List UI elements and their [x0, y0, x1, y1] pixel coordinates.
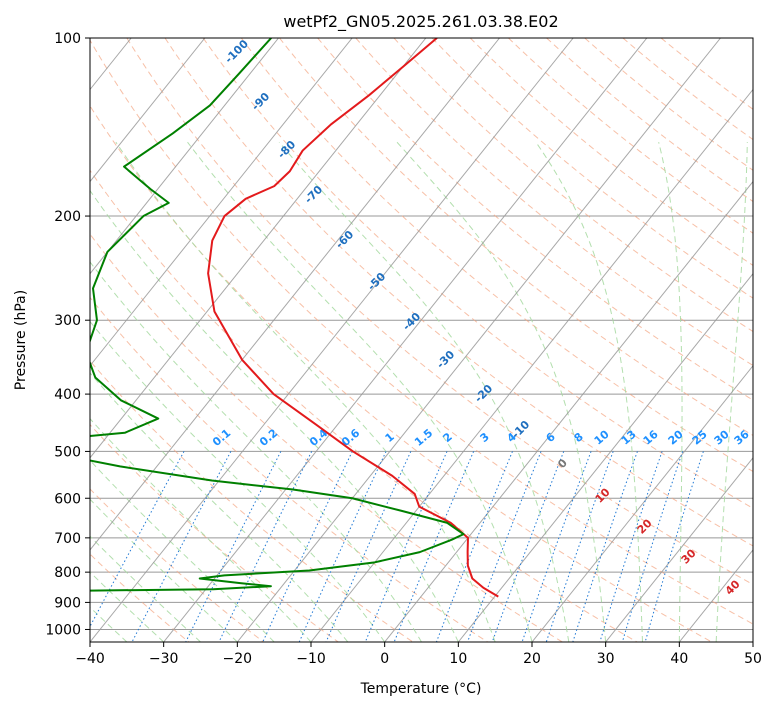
dry-adiabat-line — [90, 105, 713, 642]
y-tick-label: 600 — [54, 491, 81, 507]
y-tick-label: 500 — [54, 444, 81, 460]
mixing-ratio-line — [364, 451, 448, 642]
isotherm-line — [236, 38, 721, 642]
x-tick-label: 20 — [523, 651, 541, 667]
moist-adiabat-line — [90, 372, 349, 642]
dry-adiabat-line — [469, 38, 753, 266]
y-tick-label: 300 — [54, 313, 81, 329]
x-tick-label: 0 — [380, 651, 389, 667]
y-tick-label: 1000 — [45, 622, 81, 638]
mixing-ratio-line — [466, 451, 542, 642]
dry-adiabat-line — [126, 38, 753, 586]
moist-adiabat-line — [535, 141, 643, 642]
moist-adiabat-line — [715, 142, 748, 642]
dry-adiabat-line — [90, 488, 265, 642]
moist-adiabat-line — [90, 417, 312, 642]
x-tick-label: 30 — [597, 651, 615, 667]
moist-adiabat-line — [278, 141, 570, 642]
mixing-ratio-line — [521, 451, 592, 642]
moist-adiabat-line — [90, 571, 165, 642]
isotherm-line — [90, 38, 353, 367]
mixing-ratio-line — [325, 451, 412, 642]
background-lines — [90, 38, 753, 642]
dewpoint-profile-line — [90, 38, 465, 592]
y-tick-label: 900 — [54, 595, 81, 611]
dry-adiabat-line — [90, 233, 564, 642]
isotherm-line — [163, 38, 648, 642]
moist-adiabat-line — [396, 141, 607, 642]
plot-frame — [89, 37, 754, 643]
sounding-series — [90, 38, 499, 598]
dry-adiabat-line — [90, 169, 639, 642]
x-tick-label: 50 — [744, 651, 762, 667]
dry-adiabat-line — [202, 38, 753, 509]
mixing-ratio-line — [262, 451, 353, 642]
moist-adiabat-line — [90, 535, 201, 642]
y-axis-title: Pressure (hPa) — [13, 290, 29, 390]
y-tick-label: 100 — [54, 31, 81, 47]
x-axis-title: Temperature (°C) — [360, 681, 482, 697]
moist-adiabat-line — [187, 141, 533, 642]
dry-adiabat-line — [240, 38, 753, 473]
isotherm-line — [90, 38, 500, 551]
y-tick-label: 200 — [54, 209, 81, 225]
x-tick-label: −10 — [296, 651, 326, 667]
chart-title: wetPf2_GN05.2025.261.03.38.E02 — [283, 12, 558, 32]
x-tick-label: −20 — [223, 651, 253, 667]
mixing-ratio-line — [298, 451, 387, 642]
dry-adiabat-line — [90, 360, 414, 642]
moist-adiabat-line — [658, 142, 683, 642]
isotherm-line — [90, 38, 427, 459]
y-tick-label: 700 — [54, 531, 81, 547]
y-tick-label: 400 — [54, 387, 81, 403]
moist-adiabat-line — [90, 189, 459, 642]
isotherm-line — [605, 457, 753, 642]
x-tick-label: 10 — [449, 651, 467, 667]
mixing-ratio-line — [491, 451, 565, 642]
x-tick-label: −30 — [149, 651, 179, 667]
dry-adiabat-line — [164, 38, 753, 547]
moist-adiabat-line — [90, 261, 422, 642]
isotherm-line — [90, 38, 206, 183]
mixing-ratio-line — [621, 451, 684, 642]
moist-adiabat-line — [90, 320, 386, 642]
isotherm-line — [90, 38, 279, 275]
isotherm-line — [531, 364, 753, 642]
isotherm-line — [90, 38, 574, 642]
temperature-profile-line — [207, 38, 499, 598]
y-axis-ticks: 100 200 300 400 500 600 700 800 900 1000 — [45, 31, 90, 638]
y-tick-label: 800 — [54, 565, 81, 581]
mixing-ratio-line — [218, 451, 313, 642]
isotherm-line — [457, 272, 753, 642]
mixing-ratio-line — [185, 451, 282, 642]
dry-adiabat-line — [90, 39, 753, 625]
dry-adiabat-line — [355, 38, 753, 367]
mixing-ratio-line — [393, 451, 475, 642]
mixing-ratio-line — [644, 451, 704, 642]
x-tick-label: 40 — [670, 651, 688, 667]
isotherm-line — [384, 180, 753, 642]
mixing-ratio-line — [435, 451, 513, 642]
moist-adiabat-line — [90, 498, 238, 642]
isotherm-line — [310, 88, 753, 642]
x-tick-label: −40 — [75, 651, 105, 667]
x-axis-ticks: −40 −30 −20 −10 0 10 20 30 40 50 — [75, 642, 762, 667]
moist-adiabat-line — [115, 141, 496, 642]
